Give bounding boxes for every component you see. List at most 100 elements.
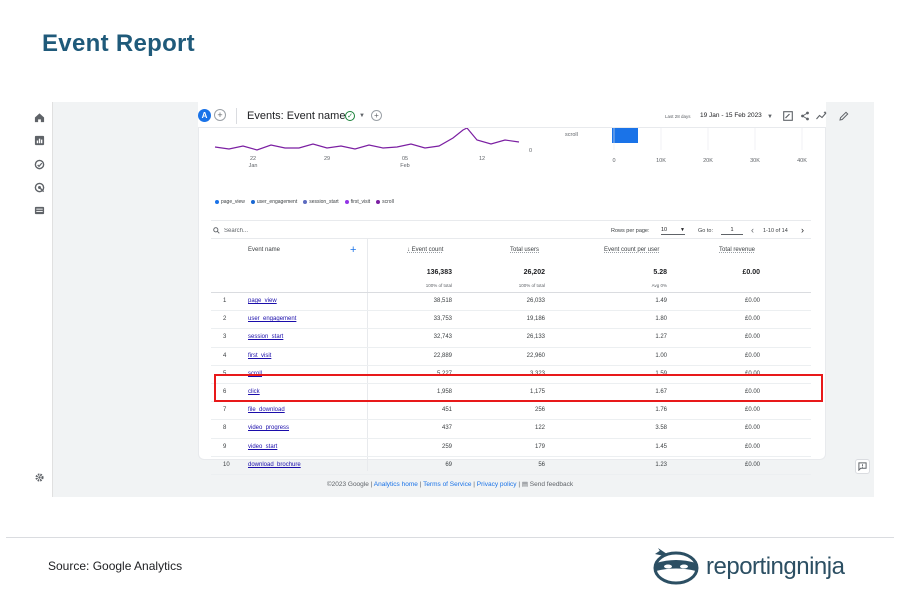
- table-row[interactable]: 9 video_start 259 179 1.45 £0.00: [211, 439, 811, 457]
- avatar[interactable]: A: [198, 109, 211, 122]
- total-users-cell: 19,186: [526, 316, 545, 323]
- explore-icon[interactable]: [33, 158, 46, 171]
- legend-label: first_visit: [350, 199, 371, 205]
- footer-send-feedback[interactable]: Send feedback: [529, 481, 574, 488]
- header-total-revenue[interactable]: Total revenue: [719, 247, 756, 253]
- per-user-cell: 1.76: [655, 407, 667, 414]
- event-name-link[interactable]: click: [248, 388, 260, 395]
- total-users-cell: 56: [538, 461, 545, 468]
- bar-tick-label: 0: [612, 158, 615, 164]
- table-row[interactable]: 3 session_start 32,743 26,133 1.27 £0.00: [211, 329, 811, 348]
- next-page-icon[interactable]: ›: [801, 225, 804, 235]
- revenue-cell: £0.00: [744, 298, 760, 304]
- legend-dot-icon: [303, 200, 308, 204]
- legend-item[interactable]: scroll: [376, 199, 394, 205]
- event-name-link[interactable]: video_progress: [248, 425, 290, 432]
- line-series-group: [214, 128, 520, 151]
- home-icon[interactable]: [33, 111, 46, 124]
- table-row[interactable]: 7 file_download 451 256 1.76 £0.00: [211, 402, 811, 421]
- chevron-down-icon[interactable]: ▼: [359, 113, 365, 119]
- analytics-screenshot: A + Events: Event name ✓ ▼ + Last 28 day…: [26, 102, 874, 497]
- date-range-label: Last 28 days: [665, 114, 691, 119]
- header-event-name[interactable]: Event name: [248, 247, 281, 253]
- revenue-cell: £0.00: [744, 407, 760, 414]
- settings-gear-icon[interactable]: [33, 471, 46, 484]
- add-filter-icon[interactable]: +: [371, 110, 382, 121]
- footer-terms-link[interactable]: Terms of Service: [423, 481, 472, 488]
- customize-report-icon[interactable]: [782, 110, 793, 121]
- legend-item[interactable]: page_view: [215, 199, 245, 205]
- row-number: 1: [223, 298, 227, 304]
- share-icon[interactable]: [799, 110, 810, 121]
- per-user-cell: 1.45: [655, 443, 667, 450]
- reports-icon[interactable]: [33, 134, 46, 147]
- event-name-link[interactable]: file_download: [248, 407, 285, 414]
- row-number: 5: [223, 370, 227, 377]
- add-comparison-icon[interactable]: +: [214, 109, 226, 121]
- bar-tick-label: 20K: [703, 158, 713, 164]
- table-row[interactable]: 1 page_view 38,518 26,033 1.49 £0.00: [211, 293, 811, 312]
- table-row[interactable]: 2 user_engagement 33,753 19,186 1.80 £0.00: [211, 311, 811, 330]
- legend-item[interactable]: first_visit: [344, 199, 371, 205]
- revenue-cell: £0.00: [744, 316, 760, 323]
- event-name-link[interactable]: page_view: [248, 298, 277, 304]
- per-user-cell: 1.49: [655, 298, 667, 304]
- bar-tick-group: 0 10K 20K 30K 40K: [612, 128, 807, 164]
- x-tick-label: 29: [324, 156, 330, 162]
- report-card: scroll 0 22 Jan 29 05 Feb 12 0 10K 20K 30K 40K pa…: [198, 128, 826, 475]
- total-users-cell: 22,960: [526, 352, 545, 359]
- legend-item[interactable]: user_engagement: [250, 199, 297, 205]
- x-tick-month: Feb: [400, 163, 409, 169]
- report-header: A + Events: Event name ✓ ▼ + Last 28 day…: [198, 102, 848, 128]
- event-name-link[interactable]: session_start: [248, 334, 284, 341]
- event-count-cell: 33,753: [433, 316, 452, 323]
- footer-analytics-home-link[interactable]: Analytics home: [373, 481, 418, 488]
- event-name-link[interactable]: scroll: [248, 370, 263, 377]
- revenue-cell: £0.00: [744, 425, 760, 432]
- total-per-user: 5.28: [653, 269, 667, 276]
- bar-tick-label: 30K: [750, 158, 760, 164]
- header-event-count[interactable]: ↓ Event count: [407, 247, 443, 253]
- goto-label: Go to:: [698, 228, 713, 234]
- table-row[interactable]: 4 first_visit 22,889 22,960 1.00 £0.00: [211, 348, 811, 366]
- event-name-link[interactable]: video_start: [248, 443, 278, 450]
- event-name-link[interactable]: download_brochure: [248, 461, 301, 468]
- total-users: 26,202: [523, 269, 545, 276]
- event-name-link[interactable]: user_engagement: [248, 316, 297, 323]
- revenue-cell: £0.00: [744, 461, 760, 468]
- header-event-count-per-user[interactable]: Event count per user: [604, 247, 660, 253]
- search-input[interactable]: [224, 226, 344, 236]
- sort-arrow-icon: ↓: [407, 247, 412, 253]
- rows-per-page-select[interactable]: 10 ▼: [661, 225, 685, 235]
- y-axis-zero-label: 0: [529, 148, 532, 154]
- goto-page-input[interactable]: 1: [721, 225, 743, 235]
- rows-per-page-label: Rows per page:: [611, 228, 650, 234]
- header-total-users[interactable]: Total users: [510, 247, 540, 253]
- advertising-icon[interactable]: [33, 181, 46, 194]
- table-row[interactable]: 5 scroll 5,227 3,323 1.59 £0.00: [211, 366, 811, 384]
- table-row[interactable]: 10 download_brochure 69 56 1.23 £0.00: [211, 457, 811, 475]
- configure-icon[interactable]: [33, 204, 46, 217]
- date-chevron-down-icon[interactable]: ▼: [767, 114, 773, 120]
- edit-pencil-icon[interactable]: [838, 110, 849, 121]
- bar-tick-label: 40K: [797, 158, 807, 164]
- row-number: 7: [223, 407, 227, 414]
- event-count-cell: 437: [441, 425, 452, 432]
- row-number: 9: [223, 443, 227, 450]
- event-count-cell: 1,958: [436, 388, 452, 395]
- prev-page-icon[interactable]: ‹: [751, 225, 754, 235]
- event-table: Event name + ↓ Event count Total users E…: [211, 238, 811, 475]
- footer-privacy-link[interactable]: Privacy policy: [476, 481, 517, 488]
- feedback-button[interactable]: [855, 459, 870, 474]
- table-row[interactable]: 8 video_progress 437 122 3.58 £0.00: [211, 420, 811, 439]
- insights-icon[interactable]: [816, 110, 827, 121]
- add-dimension-icon[interactable]: +: [350, 244, 357, 256]
- event-name-link[interactable]: first_visit: [248, 352, 272, 359]
- left-nav-rail: [26, 102, 53, 497]
- date-range-picker[interactable]: 19 Jan - 15 Feb 2023: [700, 112, 762, 119]
- revenue-cell: £0.00: [744, 334, 760, 341]
- legend-item[interactable]: session_start: [303, 199, 339, 205]
- check-circle-icon[interactable]: ✓: [345, 111, 355, 121]
- divider-line: [6, 537, 894, 538]
- row-number: 10: [223, 461, 230, 468]
